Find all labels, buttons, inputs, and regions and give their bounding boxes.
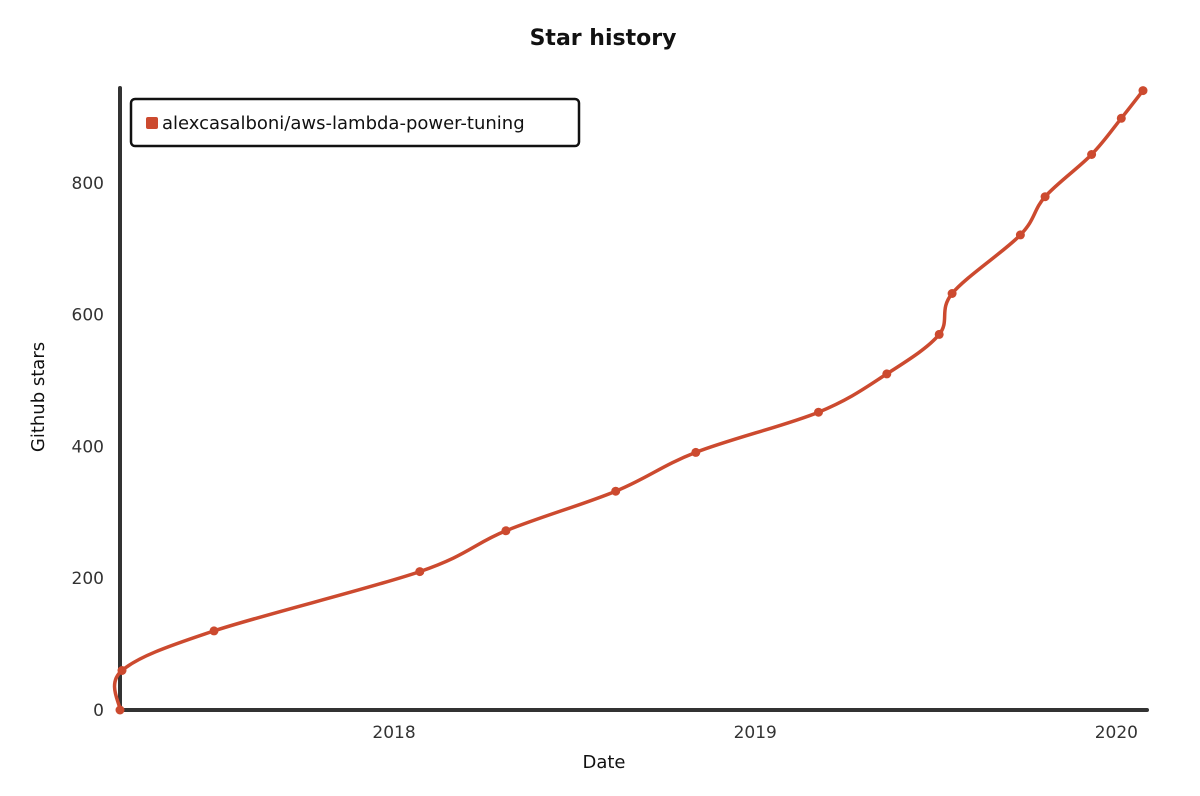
y-tick-label: 200	[72, 569, 104, 589]
axes	[118, 86, 1149, 712]
x-axis-label: Date	[582, 752, 625, 773]
data-point	[501, 526, 511, 536]
data-point	[691, 447, 701, 457]
data-point	[814, 407, 823, 417]
data-point	[947, 289, 957, 298]
y-tick-label: 800	[72, 174, 104, 194]
tick-labels: 0 200 400 600 800 2018 2019 2020	[72, 174, 1138, 743]
data-point	[1087, 150, 1097, 159]
data-point	[1015, 230, 1025, 240]
data-point	[1040, 192, 1050, 202]
x-tick-label: 2020	[1095, 723, 1138, 743]
x-tick-label: 2018	[372, 723, 415, 743]
y-tick-label: 0	[93, 701, 104, 721]
data-point	[934, 329, 944, 339]
series-layer	[112, 86, 1148, 715]
legend-swatch	[146, 117, 158, 129]
legend-entry-label: alexcasalboni/aws-lambda-power-tuning	[162, 113, 525, 134]
legend-box	[129, 97, 581, 148]
legend: alexcasalboni/aws-lambda-power-tuning	[129, 97, 581, 148]
y-tick-label: 400	[72, 437, 104, 457]
data-point	[415, 567, 425, 577]
x-tick-label: 2019	[734, 723, 777, 743]
data-point	[611, 486, 621, 496]
y-tick-label: 600	[72, 306, 104, 326]
data-point	[882, 369, 892, 379]
data-point	[117, 666, 127, 675]
series-line	[112, 88, 1145, 712]
data-point	[1116, 113, 1126, 123]
chart-title: Star history	[530, 26, 677, 51]
data-point	[209, 626, 219, 636]
data-point	[1138, 86, 1148, 96]
data-point	[115, 705, 125, 715]
y-axis-label: Github stars	[28, 342, 49, 452]
